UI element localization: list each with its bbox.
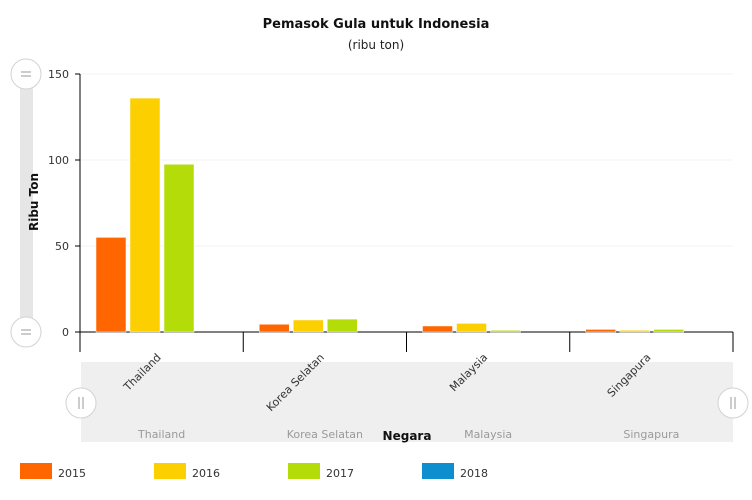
x-scrollbar-category-label: Singapura <box>623 428 679 441</box>
bar-thailand-2017[interactable] <box>163 164 195 333</box>
x-scrollbar-right-handle[interactable] <box>717 387 749 419</box>
x-axis-separators <box>79 332 734 352</box>
legend-label: 2018 <box>460 467 488 480</box>
y-scrollbar-top-handle[interactable] <box>10 58 42 90</box>
legend-label: 2016 <box>192 467 220 480</box>
bar-malaysia-2017[interactable] <box>490 330 521 333</box>
chart-subtitle: (ribu ton) <box>348 38 404 52</box>
legend-label: 2017 <box>326 467 354 480</box>
y-tick-label: 0 <box>62 326 69 339</box>
y-scrollbar-bottom-handle[interactable] <box>10 316 42 348</box>
y-axis-ticks: 0 50 100 150 <box>48 68 80 339</box>
bar-korea-selatan-2017[interactable] <box>327 318 358 333</box>
legend-item-2017[interactable]: 2017 <box>288 463 354 480</box>
x-scrollbar-category-label: Malaysia <box>464 428 512 441</box>
bar-malaysia-2016[interactable] <box>456 323 487 333</box>
y-tick-label: 150 <box>48 68 69 81</box>
bar-singapura-2017[interactable] <box>653 329 684 333</box>
x-scrollbar-track[interactable] <box>81 362 733 442</box>
legend: 2015 2016 2017 2018 <box>20 463 488 480</box>
bar-korea-selatan-2016[interactable] <box>293 319 324 333</box>
legend-swatch <box>154 463 186 479</box>
y-tick-label: 100 <box>48 154 69 167</box>
bars <box>95 97 684 333</box>
legend-swatch <box>422 463 454 479</box>
bar-korea-selatan-2015[interactable] <box>259 324 290 333</box>
y-tick-label: 50 <box>55 240 69 253</box>
x-axis-label: Negara <box>383 429 432 443</box>
bar-thailand-2016[interactable] <box>129 97 161 333</box>
legend-item-2015[interactable]: 2015 <box>20 463 86 480</box>
bar-singapura-2016[interactable] <box>619 330 650 333</box>
bar-malaysia-2015[interactable] <box>422 325 453 333</box>
bar-thailand-2015[interactable] <box>95 237 127 333</box>
chart-title: Pemasok Gula untuk Indonesia <box>263 17 490 32</box>
x-scrollbar-labels: Thailand Korea Selatan Malaysia Singapura <box>137 428 679 441</box>
legend-label: 2015 <box>58 467 86 480</box>
x-scrollbar-category-label: Thailand <box>137 428 185 441</box>
legend-item-2016[interactable]: 2016 <box>154 463 220 480</box>
y-axis-label: Ribu Ton <box>27 173 41 231</box>
y-scrollbar-track[interactable] <box>20 74 33 331</box>
legend-swatch <box>20 463 52 479</box>
bar-singapura-2015[interactable] <box>585 329 616 333</box>
legend-swatch <box>288 463 320 479</box>
legend-item-2018[interactable]: 2018 <box>422 463 488 480</box>
x-scrollbar-left-handle[interactable] <box>65 387 97 419</box>
x-scrollbar-category-label: Korea Selatan <box>287 428 363 441</box>
